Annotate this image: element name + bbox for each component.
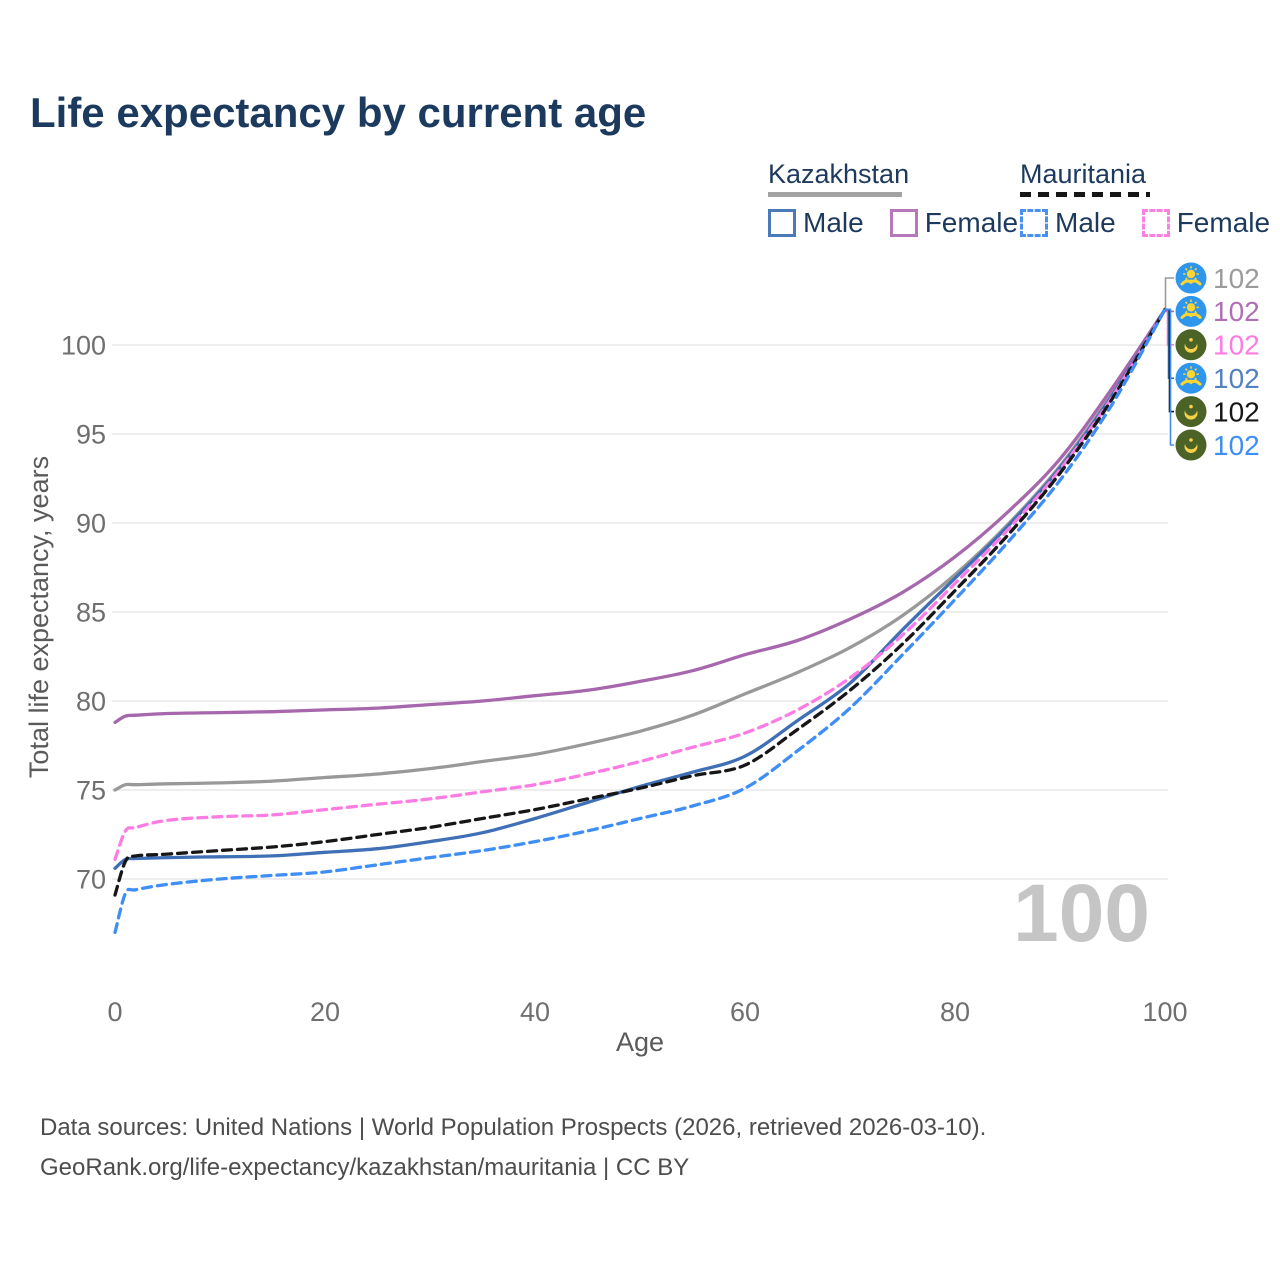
legend-items-kazakhstan: Male Female bbox=[768, 208, 1018, 238]
y-tick-label: 100 bbox=[61, 330, 106, 360]
footer-attribution: GeoRank.org/life-expectancy/kazakhstan/m… bbox=[40, 1154, 690, 1181]
end-label-connector bbox=[1165, 308, 1174, 413]
y-tick-label: 80 bbox=[76, 686, 106, 716]
legend-country-kazakhstan[interactable]: Kazakhstan bbox=[768, 159, 910, 189]
legend-item-label: Male bbox=[1055, 207, 1116, 238]
legend-item-kazakhstan-female[interactable]: Female bbox=[889, 207, 1019, 238]
legend-country-mauritania[interactable]: Mauritania bbox=[1020, 159, 1147, 189]
footer-data-sources: Data sources: United Nations | World Pop… bbox=[40, 1114, 987, 1141]
end-label-connector bbox=[1164, 277, 1174, 311]
series-line-kazakhstan-female bbox=[113, 307, 1167, 725]
y-tick-label: 90 bbox=[76, 508, 106, 538]
legend-swatch-icon bbox=[1020, 209, 1048, 237]
end-value-label: 102 bbox=[1213, 263, 1260, 294]
legend-item-mauritania-male[interactable]: Male bbox=[1020, 208, 1116, 238]
series-line-kazakhstan-male bbox=[113, 307, 1167, 870]
y-tick-label: 75 bbox=[76, 775, 106, 805]
end-value-label: 102 bbox=[1213, 330, 1260, 361]
x-tick-label: 60 bbox=[730, 997, 760, 1027]
y-tick-label: 95 bbox=[76, 419, 106, 449]
flag-icon-kazakhstan bbox=[1175, 362, 1207, 394]
legend-group-mauritania: Mauritania Male Female bbox=[1020, 159, 1270, 238]
flag-icon-mauritania bbox=[1175, 396, 1207, 428]
legend-swatch-icon bbox=[768, 209, 796, 237]
x-axis-title: Age bbox=[616, 1027, 664, 1057]
footer: Data sources: United Nations | World Pop… bbox=[40, 1108, 986, 1188]
legend-swatch-icon bbox=[1141, 209, 1170, 237]
legend-item-mauritania-female[interactable]: Female bbox=[1141, 207, 1271, 238]
legend-item-kazakhstan-male[interactable]: Male bbox=[768, 208, 864, 238]
series-line-mauritania-both-sexes bbox=[113, 307, 1167, 897]
end-value-label: 102 bbox=[1213, 363, 1260, 394]
page-title: Life expectancy by current age bbox=[30, 89, 647, 136]
flag-icon-mauritania bbox=[1175, 329, 1207, 361]
end-value-label: 102 bbox=[1213, 430, 1260, 461]
x-tick-label: 0 bbox=[107, 997, 122, 1027]
y-axis-title: Total life expectancy, years bbox=[24, 456, 54, 778]
x-tick-label: 40 bbox=[520, 997, 550, 1027]
flag-icon-kazakhstan bbox=[1175, 295, 1207, 327]
flag-icon-mauritania bbox=[1175, 429, 1207, 461]
legend-item-label: Male bbox=[803, 207, 864, 238]
x-tick-label: 20 bbox=[310, 997, 340, 1027]
legend-group-kazakhstan: Kazakhstan Male Female bbox=[768, 159, 1018, 238]
x-tick-label: 100 bbox=[1142, 997, 1187, 1027]
current-age-watermark: 100 bbox=[1013, 868, 1150, 959]
series-line-kazakhstan-both-sexes bbox=[113, 307, 1167, 792]
series-line-mauritania-female bbox=[113, 307, 1167, 862]
x-tick-label: 80 bbox=[940, 997, 970, 1027]
y-tick-label: 70 bbox=[76, 864, 106, 894]
legend-item-label: Female bbox=[1176, 207, 1271, 238]
end-value-label: 102 bbox=[1213, 296, 1260, 327]
legend-item-label: Female bbox=[924, 207, 1019, 238]
legend-items-mauritania: Male Female bbox=[1020, 208, 1270, 238]
legend-swatch-icon bbox=[889, 209, 918, 237]
y-tick-label: 85 bbox=[76, 597, 106, 627]
legend-underline-mauritania bbox=[1020, 192, 1150, 197]
flag-icon-kazakhstan bbox=[1175, 262, 1207, 294]
legend-underline-kazakhstan bbox=[768, 192, 902, 197]
end-label-connector bbox=[1165, 308, 1174, 446]
series-line-mauritania-male bbox=[113, 307, 1167, 935]
end-value-label: 102 bbox=[1213, 396, 1260, 427]
